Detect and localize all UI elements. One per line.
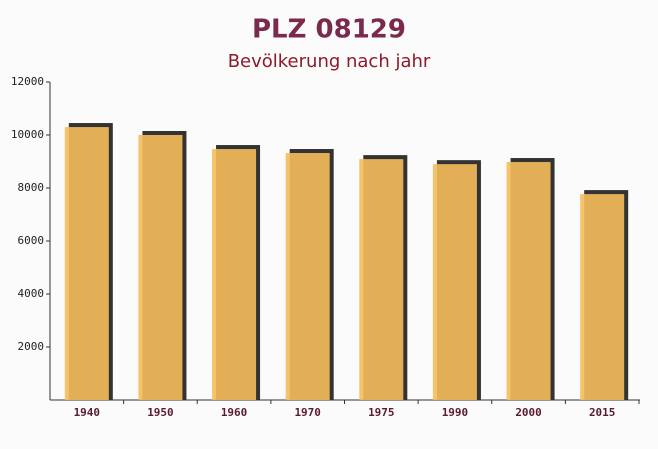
bar bbox=[138, 135, 183, 400]
y-tick-label: 10000 bbox=[11, 128, 44, 141]
x-tick-label: 1950 bbox=[147, 406, 174, 419]
chart-subtitle: Bevölkerung nach jahr bbox=[228, 51, 431, 72]
x-tick-label: 2000 bbox=[515, 406, 542, 419]
x-tick-label: 1975 bbox=[368, 406, 395, 419]
y-tick-label: 8000 bbox=[18, 181, 45, 194]
y-tick-label: 4000 bbox=[18, 287, 45, 300]
y-tick-label: 12000 bbox=[11, 75, 44, 88]
x-tick-label: 1940 bbox=[74, 406, 101, 419]
y-tick-label: 6000 bbox=[18, 234, 45, 247]
x-tick-label: 1990 bbox=[442, 406, 469, 419]
bar bbox=[285, 153, 330, 400]
x-tick-label: 1970 bbox=[294, 406, 321, 419]
bar bbox=[506, 162, 551, 400]
x-tick-label: 1960 bbox=[221, 406, 248, 419]
bar bbox=[212, 149, 257, 400]
x-tick-label: 2015 bbox=[589, 406, 616, 419]
bar bbox=[64, 127, 109, 401]
bar bbox=[359, 159, 404, 400]
chart-title: PLZ 08129 bbox=[252, 15, 406, 45]
y-tick-label: 2000 bbox=[18, 340, 45, 353]
bar bbox=[432, 164, 477, 400]
bar bbox=[580, 194, 625, 400]
